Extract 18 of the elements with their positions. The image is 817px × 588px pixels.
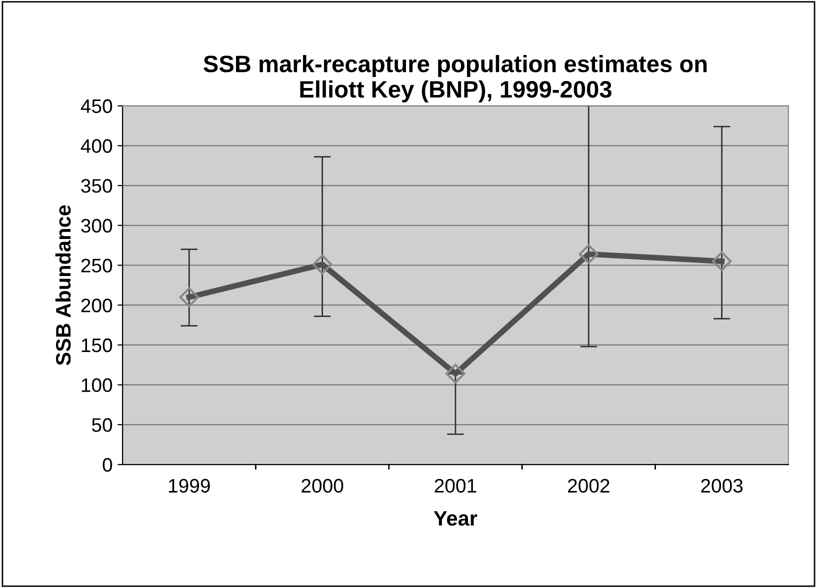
y-axis-title: SSB Abundance [55, 205, 71, 366]
y-tick-label: 0 [102, 458, 112, 472]
x-tick-label: 2002 [568, 478, 610, 493]
x-tick-label: 2000 [302, 478, 344, 493]
y-tick-label: 100 [82, 378, 112, 392]
y-tick-label: 300 [81, 218, 112, 233]
y-tick-label: 150 [82, 338, 112, 352]
y-tick-label: 200 [81, 298, 112, 312]
y-tick-label: 400 [80, 139, 112, 153]
y-tick-label: 350 [81, 179, 112, 193]
x-tick-label: 2001 [434, 478, 476, 493]
x-tick-label: 2003 [701, 478, 743, 493]
chart-title: SSB mark-recapture population estimates on Elliott Key (BNP), 1999-2003 [204, 54, 707, 102]
y-tick-label: 250 [81, 258, 112, 272]
x-axis-title: Year [434, 511, 478, 526]
x-tick-label: 1999 [168, 478, 210, 493]
y-tick-label: 50 [92, 418, 112, 432]
y-tick-label: 450 [80, 99, 112, 114]
